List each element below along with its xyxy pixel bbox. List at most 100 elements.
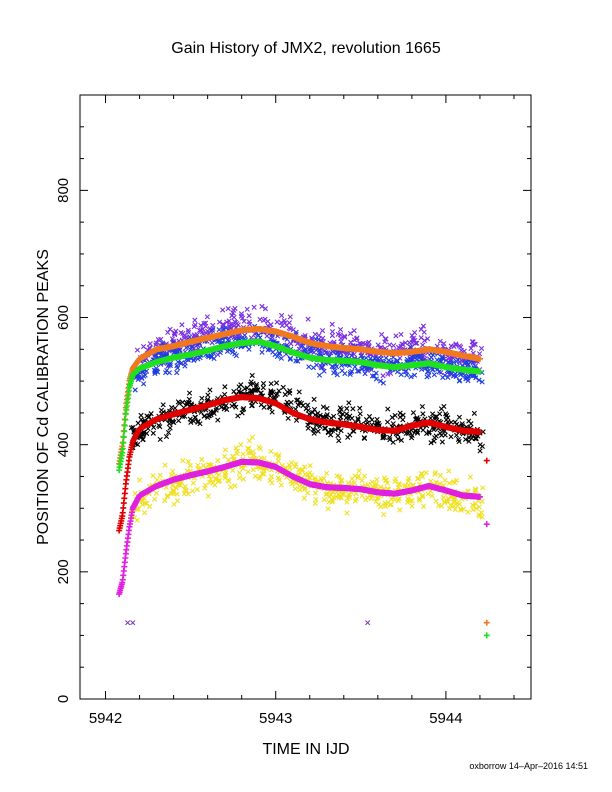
data-point xyxy=(213,407,219,413)
data-point xyxy=(349,368,355,374)
data-point xyxy=(245,450,252,456)
data-point xyxy=(357,411,363,417)
data-point xyxy=(377,378,384,384)
data-point xyxy=(342,370,348,377)
data-point xyxy=(166,421,172,427)
data-point xyxy=(378,355,384,362)
data-point xyxy=(162,498,168,504)
data-point xyxy=(471,410,477,416)
data-point xyxy=(148,411,154,417)
data-point xyxy=(268,473,275,480)
data-point xyxy=(230,467,236,473)
data-point xyxy=(470,507,476,513)
data-point xyxy=(409,339,415,346)
data-point xyxy=(235,413,241,419)
data-point xyxy=(357,405,363,411)
data-point xyxy=(186,390,193,396)
data-point xyxy=(195,419,201,425)
data-point xyxy=(198,409,204,415)
data-point xyxy=(273,380,280,386)
data-point xyxy=(223,403,229,409)
data-point xyxy=(483,632,490,639)
data-point xyxy=(469,502,476,508)
data-point xyxy=(476,504,482,510)
y-tick-label: 200 xyxy=(55,559,72,584)
data-point xyxy=(444,498,450,504)
data-point xyxy=(467,474,473,480)
data-point xyxy=(319,328,326,334)
data-point xyxy=(453,432,460,438)
data-point xyxy=(276,477,282,483)
data-point xyxy=(329,497,336,503)
data-point xyxy=(226,478,232,484)
data-point xyxy=(295,402,301,408)
data-point xyxy=(323,350,329,356)
data-point xyxy=(448,434,454,440)
data-point xyxy=(229,403,235,409)
data-point xyxy=(388,502,394,508)
data-point xyxy=(269,480,275,486)
data-point xyxy=(441,403,447,409)
data-point xyxy=(472,363,478,369)
data-point xyxy=(175,418,182,424)
data-point xyxy=(120,439,127,446)
y-tick-label: 800 xyxy=(55,178,72,203)
data-point xyxy=(121,422,128,429)
data-point xyxy=(409,332,415,339)
data-point xyxy=(220,307,226,313)
data-point xyxy=(222,447,228,453)
data-point xyxy=(398,371,404,378)
data-point xyxy=(410,335,417,341)
data-point xyxy=(313,496,319,503)
data-point xyxy=(414,354,421,360)
data-point xyxy=(178,361,184,367)
data-point xyxy=(200,462,207,469)
data-point xyxy=(401,483,408,489)
data-point xyxy=(446,355,453,361)
data-point xyxy=(443,417,449,423)
data-point xyxy=(363,417,370,423)
data-point xyxy=(275,454,282,460)
data-point xyxy=(259,471,266,477)
data-point xyxy=(408,374,414,380)
series-4 xyxy=(116,325,490,626)
data-point xyxy=(439,354,445,360)
data-point xyxy=(201,320,207,327)
data-point xyxy=(192,317,198,323)
data-point xyxy=(249,434,255,440)
data-point xyxy=(257,446,263,452)
data-point xyxy=(269,409,275,415)
data-point xyxy=(443,411,449,417)
data-point xyxy=(300,483,306,490)
data-point xyxy=(330,349,336,355)
data-point xyxy=(239,410,245,416)
data-point xyxy=(315,428,321,434)
data-point xyxy=(202,320,209,326)
data-point xyxy=(387,342,393,348)
data-point xyxy=(278,482,284,488)
data-point xyxy=(251,304,257,310)
data-point xyxy=(352,498,358,504)
data-point xyxy=(171,330,177,336)
data-point xyxy=(423,470,429,476)
data-point xyxy=(472,500,478,507)
y-tick-label: 400 xyxy=(55,432,72,457)
data-point xyxy=(174,370,180,376)
data-point xyxy=(329,321,335,327)
data-point xyxy=(222,384,228,390)
data-point xyxy=(353,336,360,342)
data-point xyxy=(224,319,230,325)
data-point xyxy=(296,389,302,395)
data-point xyxy=(350,406,356,412)
data-point xyxy=(172,349,178,355)
data-point xyxy=(311,430,317,436)
data-point xyxy=(483,521,490,528)
data-point xyxy=(408,356,414,362)
data-point xyxy=(418,335,424,341)
data-point xyxy=(138,416,144,423)
data-point xyxy=(153,368,159,374)
data-point xyxy=(362,341,368,347)
data-point xyxy=(385,406,391,412)
data-point xyxy=(456,438,462,445)
data-point xyxy=(274,391,280,397)
